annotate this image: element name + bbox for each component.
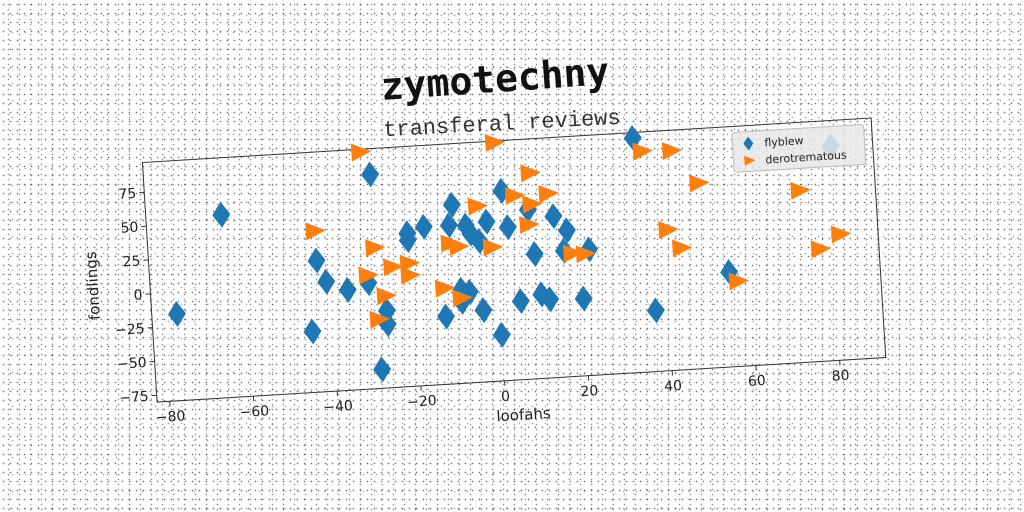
derotrematous-point — [688, 174, 710, 193]
derotrematous-point — [671, 239, 693, 258]
flyblew-point — [414, 213, 433, 240]
flyblew-point — [303, 318, 322, 345]
derotrematous-point — [661, 142, 683, 161]
chart-subtitle: transferal reviews — [383, 106, 622, 143]
derotrematous-point — [434, 279, 456, 298]
plot-area: −80 −60 −40 −20 0 20 40 60 80 −75 −50 −25 0 25 50 75 l… — [82, 117, 887, 426]
flyblew-point — [317, 268, 336, 295]
derotrematous-point — [399, 254, 421, 273]
derotrematous-point — [365, 239, 386, 258]
flyblew-point — [646, 297, 665, 324]
flyblew-point — [492, 321, 511, 348]
y-tick-label: −75 — [119, 389, 149, 407]
flyblew-point — [439, 212, 458, 239]
flyblew-point — [373, 356, 392, 383]
flyblew-point — [541, 286, 560, 313]
flyblew-point — [460, 278, 479, 305]
derotrematous-point — [658, 221, 679, 240]
flyblew-point — [511, 288, 530, 315]
y-axis-label: fondlings — [82, 251, 104, 321]
x-tick-label: −80 — [155, 408, 185, 426]
flyblew-point — [212, 201, 231, 228]
derotrematous-point — [358, 266, 379, 285]
y-tick-label: 75 — [118, 186, 137, 203]
flyblew-point — [580, 236, 599, 263]
legend-marker-flyblew — [743, 136, 754, 151]
derotrematous-point — [519, 216, 540, 235]
flyblew-point — [167, 300, 186, 327]
scatter-points — [167, 125, 852, 383]
y-tick-label: −50 — [117, 355, 147, 373]
flyblew-point — [398, 220, 417, 247]
legend-marker-derotrematous — [744, 155, 756, 166]
derotrematous-point — [452, 289, 473, 308]
derotrematous-point — [482, 238, 504, 257]
flyblew-point — [544, 203, 563, 230]
derotrematous-point — [632, 142, 653, 161]
legend-label-derotrematous: derotrematous — [765, 149, 847, 167]
derotrematous-point — [522, 195, 543, 214]
derotrematous-point — [467, 197, 489, 216]
derotrematous-point — [369, 310, 390, 329]
y-tick-label: 50 — [120, 220, 139, 237]
x-tick-label: 80 — [831, 368, 850, 385]
flyblew-point — [437, 303, 456, 330]
x-tick-label: 20 — [580, 383, 599, 400]
derotrematous-point — [400, 266, 421, 285]
flyblew-point — [474, 297, 493, 324]
y-tick-label: −25 — [115, 321, 145, 339]
derotrematous-point — [484, 133, 506, 152]
derotrematous-point — [449, 238, 470, 256]
flyblew-point — [557, 217, 576, 244]
flyblew-point — [525, 241, 544, 267]
legend-box — [731, 124, 867, 173]
derotrematous-point — [575, 245, 597, 264]
flyblew-point — [477, 208, 496, 235]
derotrematous-point — [376, 287, 397, 306]
x-axis: −80 −60 −40 −20 0 20 40 60 80 — [155, 360, 850, 426]
flyblew-point — [442, 191, 461, 218]
x-tick-label: 0 — [501, 389, 511, 406]
flyblew-point — [307, 247, 326, 274]
derotrematous-point — [383, 258, 404, 277]
derotrematous-point — [810, 240, 832, 259]
flyblew-point — [338, 276, 357, 303]
flyblew-point — [574, 285, 593, 312]
y-tick-label: 25 — [122, 253, 141, 270]
flyblew-point — [361, 161, 380, 188]
x-axis-label: loofahs — [496, 404, 551, 425]
x-tick-label: −60 — [239, 403, 269, 421]
derotrematous-point — [504, 187, 526, 206]
derotrematous-point — [520, 164, 541, 183]
x-tick-label: 40 — [664, 378, 683, 395]
y-tick-label: 0 — [133, 287, 143, 304]
derotrematous-point — [305, 222, 326, 241]
derotrematous-point — [728, 272, 750, 291]
flyblew-point — [377, 297, 396, 324]
chart-title: zymotechny — [379, 49, 610, 109]
derotrematous-point — [350, 143, 372, 162]
derotrematous-point — [790, 181, 811, 200]
y-axis: −75 −50 −25 0 25 50 75 — [115, 186, 157, 407]
plot-frame — [141, 117, 887, 403]
derotrematous-point — [562, 244, 584, 263]
derotrematous-point — [538, 185, 559, 203]
x-tick-label: −20 — [407, 393, 437, 411]
x-tick-label: 60 — [748, 373, 767, 390]
x-tick-label: −40 — [323, 398, 353, 416]
flyblew-point — [498, 214, 517, 241]
derotrematous-point — [830, 225, 852, 244]
legend-label-flyblew: flyblew — [764, 134, 804, 149]
